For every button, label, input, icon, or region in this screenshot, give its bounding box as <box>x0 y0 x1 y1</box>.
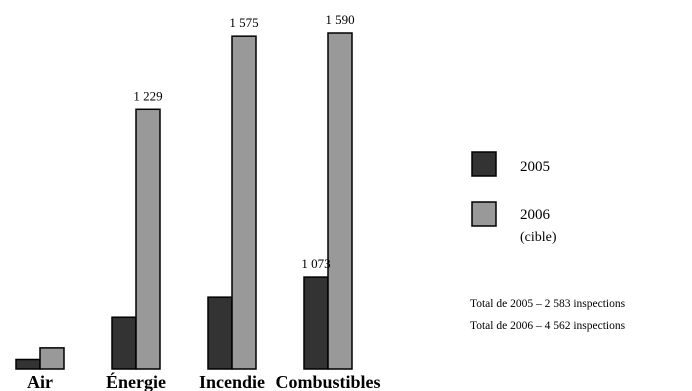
legend-label-2005: 2005 <box>520 159 550 175</box>
total-2005-note: Total de 2005 – 2 583 inspections <box>470 298 626 310</box>
data-label-group: 1 229 1 575 1 073 1 590 <box>133 12 354 271</box>
category-label-energie: Énergie <box>106 371 166 391</box>
category-label-combustibles: Combustibles <box>275 372 380 391</box>
bar-incendie-2005 <box>207 296 233 370</box>
legend-sublabel-2006: (cible) <box>520 230 557 245</box>
bar-incendie-2006 <box>231 35 257 370</box>
category-label-group: Air Énergie Incendie Combustibles <box>27 371 381 391</box>
category-label-incendie: Incendie <box>199 372 265 391</box>
data-label-combustibles-2006: 1 590 <box>325 12 354 27</box>
bar-combustibles-2005 <box>303 276 329 370</box>
total-2006-note: Total de 2006 – 4 562 inspections <box>470 320 626 332</box>
bar-group <box>15 32 353 370</box>
data-label-incendie-2006: 1 575 <box>229 15 258 30</box>
bar-air-2005 <box>15 358 41 370</box>
bar-combustibles-2006 <box>327 32 353 370</box>
legend-label-2006: 2006 <box>520 207 551 223</box>
category-label-air: Air <box>27 372 53 391</box>
bar-energie-2006 <box>135 108 161 370</box>
data-label-energie-2006: 1 229 <box>133 88 162 103</box>
legend: 2005 2006 (cible) <box>471 151 557 245</box>
data-label-combustibles-2005: 1 073 <box>301 256 330 271</box>
legend-swatch-2006 <box>471 201 497 227</box>
legend-swatch-2005 <box>471 151 497 177</box>
bar-energie-2005 <box>111 316 137 370</box>
bar-air-2006 <box>39 347 65 370</box>
